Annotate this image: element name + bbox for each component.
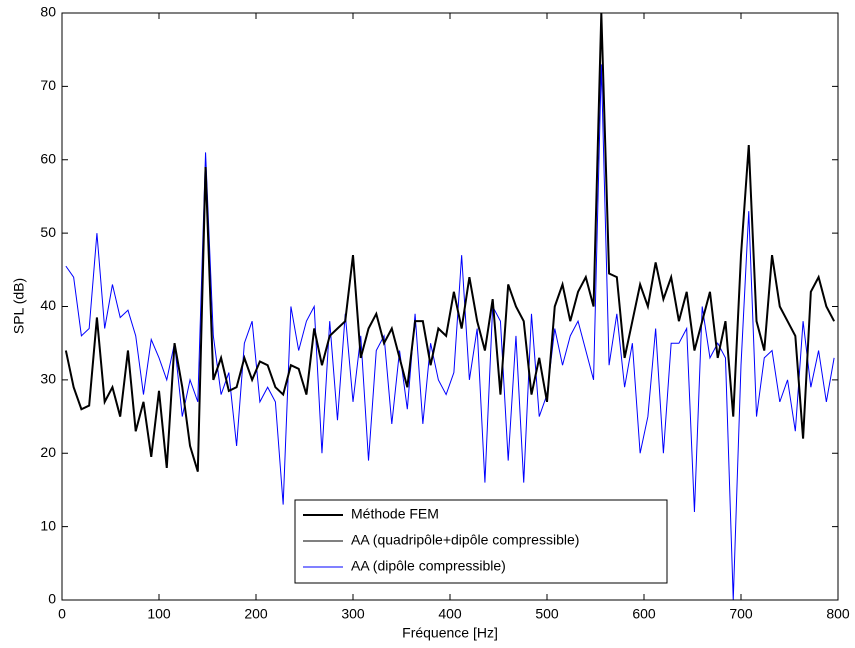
legend-box	[294, 499, 668, 584]
y-tick-label: 10	[40, 517, 56, 533]
legend-label: Méthode FEM	[351, 506, 439, 522]
y-tick-label: 20	[40, 444, 56, 460]
legend-label: AA (quadripôle+dipôle compressible)	[351, 532, 579, 548]
x-tick-label: 300	[341, 606, 365, 622]
series-line	[65, 64, 835, 600]
y-axis-label: SPL (dB)	[11, 278, 27, 334]
y-tick-label: 30	[40, 371, 56, 387]
y-tick-label: 60	[40, 150, 56, 166]
x-tick-label: 200	[244, 606, 268, 622]
y-tick-label: 40	[40, 297, 56, 313]
x-tick-label: 0	[58, 606, 66, 622]
x-tick-label: 500	[535, 606, 559, 622]
y-tick-label: 0	[48, 591, 56, 607]
x-tick-label: 100	[147, 606, 171, 622]
x-tick-label: 600	[632, 606, 656, 622]
y-tick-label: 50	[40, 224, 56, 240]
x-tick-label: 700	[729, 606, 753, 622]
y-tick-label: 70	[40, 77, 56, 93]
x-tick-label: 400	[438, 606, 462, 622]
x-tick-label: 800	[826, 606, 850, 622]
x-axis-label: Fréquence [Hz]	[402, 625, 498, 641]
plot-frame	[61, 12, 839, 601]
legend-label: AA (dipôle compressible)	[351, 558, 506, 574]
series-line	[65, 13, 835, 472]
y-tick-label: 80	[40, 4, 56, 20]
